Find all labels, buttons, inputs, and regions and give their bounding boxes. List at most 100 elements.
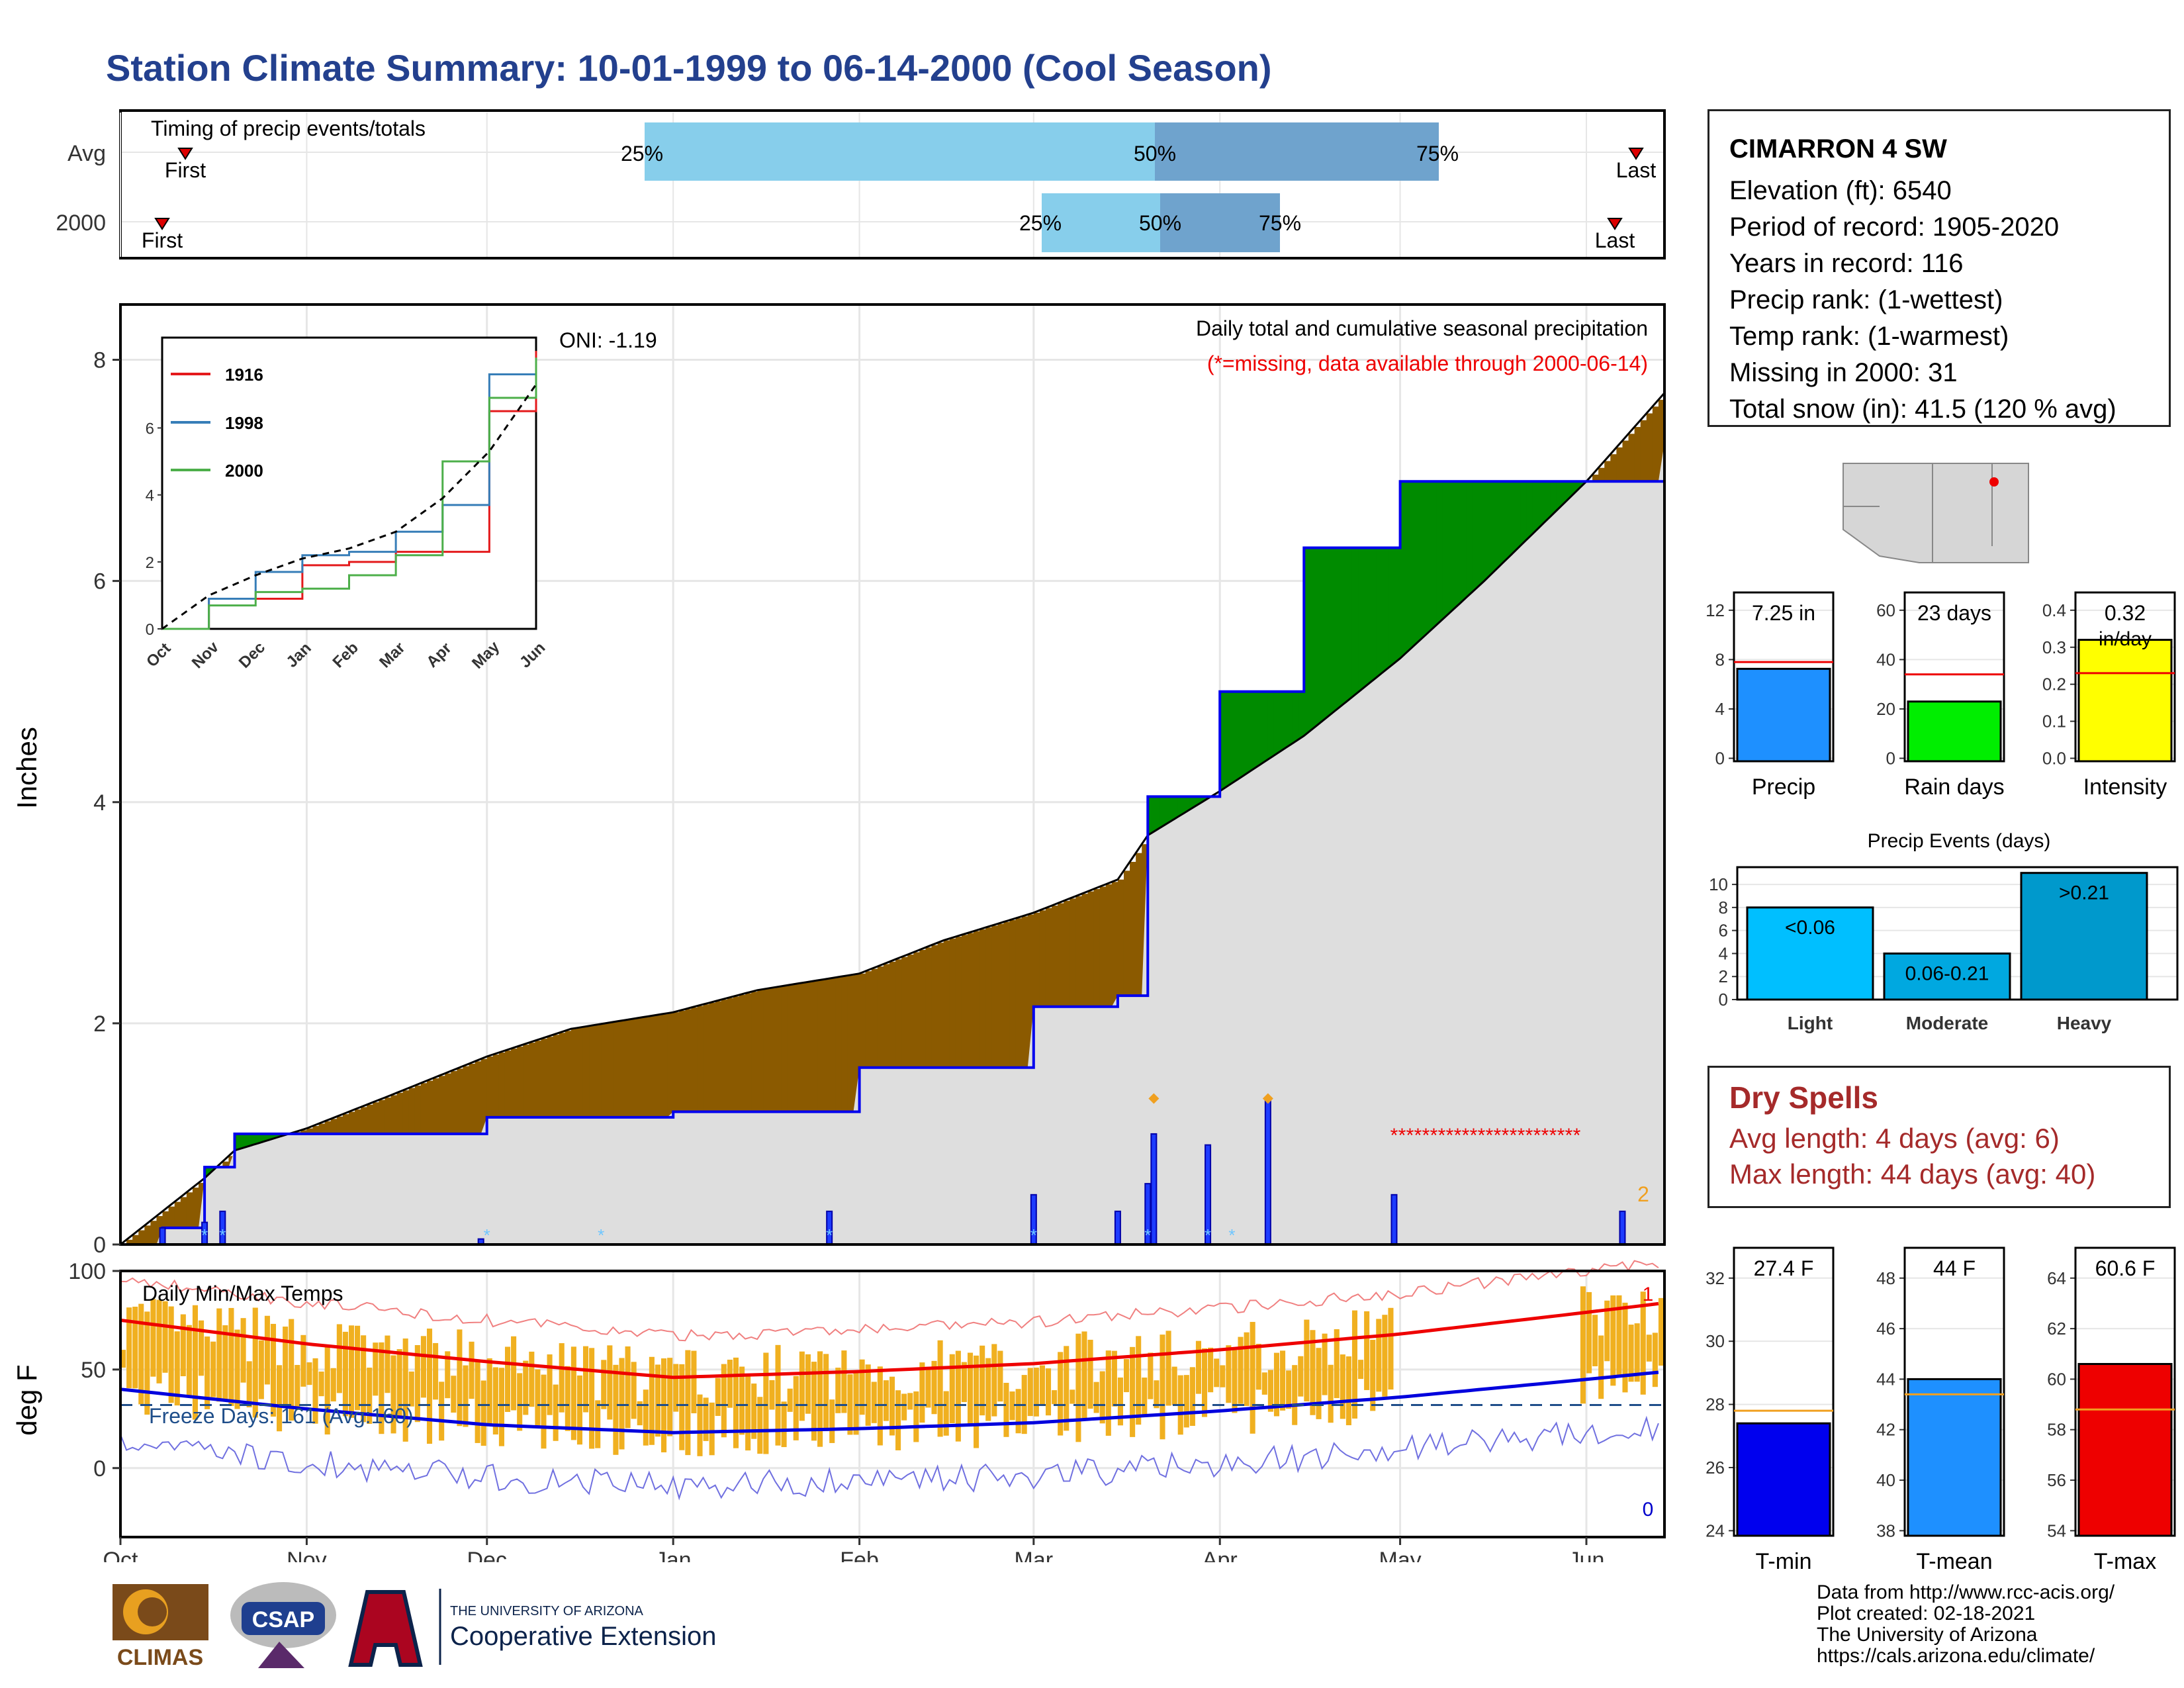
missing-marker: *: [1494, 1125, 1502, 1147]
month-label: Oct: [103, 1548, 138, 1562]
deficit-fill: [541, 1039, 548, 1117]
daily-temp-bar: [1592, 1315, 1598, 1366]
daily-temp-bar: [763, 1352, 769, 1454]
avg-p75: 75%: [1416, 142, 1459, 165]
surplus-fill: [1436, 481, 1443, 626]
deficit-fill: [673, 1012, 680, 1112]
precip-summary-0-tick-label: 0: [1715, 749, 1725, 769]
temp-summary-2-tick-label: 64: [2047, 1268, 2066, 1288]
surplus-fill: [1508, 481, 1515, 558]
avg-max-line: [120, 1301, 1659, 1380]
deficit-fill: [877, 966, 884, 1068]
deficit-fill: [385, 1098, 392, 1134]
daily-temp-bar: [853, 1370, 859, 1435]
deficit-fill: [811, 981, 818, 1112]
deficit-fill: [1646, 413, 1653, 482]
daily-temp-bar: [625, 1346, 631, 1429]
daily-temp-bar: [799, 1351, 805, 1421]
daily-temp-bar: [1382, 1315, 1388, 1397]
deficit-fill: [709, 1002, 716, 1112]
oni-label: ONI: -1.19: [559, 328, 657, 352]
deficit-fill: [589, 1025, 596, 1117]
daily-temp-bar: [1189, 1367, 1195, 1427]
deficit-fill: [1093, 889, 1101, 1007]
deficit-fill: [727, 998, 734, 1112]
daily-temp-bar: [1598, 1335, 1604, 1399]
csap-text: CSAP: [252, 1607, 314, 1632]
daily-temp-bar: [1142, 1378, 1148, 1417]
daily-temp-bar: [426, 1329, 433, 1444]
daily-temp-bar: [541, 1374, 547, 1449]
precip-summary-0-tick-label: 12: [1706, 600, 1725, 620]
missing-marker: *: [1486, 1125, 1494, 1147]
daily-temp-bar: [1388, 1307, 1394, 1390]
y2000-p75: 75%: [1259, 211, 1301, 235]
daily-temp-bar: [300, 1335, 306, 1387]
daily-temp-bar: [1267, 1370, 1273, 1412]
precip-summary-0-tick-label: 8: [1715, 649, 1725, 669]
deficit-fill: [1658, 399, 1665, 482]
events-bar: [1883, 952, 2011, 1001]
events-category: Heavy: [2057, 1013, 2112, 1033]
y2000-q2-bar: [1160, 193, 1280, 252]
deficit-fill: [492, 1055, 500, 1117]
deficit-fill: [607, 1023, 614, 1117]
deficit-fill: [631, 1019, 638, 1117]
station-missing: Missing in 2000: 31: [1729, 358, 1958, 387]
daily-temp-bar: [1117, 1377, 1123, 1426]
ua-a-mark: [348, 1590, 423, 1667]
deficit-fill: [769, 988, 776, 1112]
surplus-fill: [1165, 796, 1173, 825]
deficit-fill: [1087, 891, 1095, 1007]
surplus-fill: [1328, 547, 1335, 717]
ua-logo: THE UNIVERSITY OF ARIZONA Cooperative Ex…: [348, 1589, 716, 1667]
temp-summary-2-tick-label: 56: [2047, 1470, 2066, 1490]
surplus-fill: [1370, 547, 1377, 683]
deficit-fill: [967, 933, 974, 1068]
surplus-fill: [1304, 547, 1311, 736]
daily-temp-bar: [120, 1350, 126, 1368]
deficit-fill: [1598, 467, 1605, 482]
deficit-fill: [138, 1230, 145, 1244]
credit-line-4: https://cals.arizona.edu/climate/: [1817, 1645, 2095, 1667]
daily-temp-bar: [559, 1343, 565, 1413]
deficit-fill: [715, 1001, 722, 1112]
surplus-fill: [1154, 796, 1161, 832]
daily-temp-bar: [1154, 1380, 1160, 1409]
deficit-fill: [601, 1023, 608, 1117]
deficit-fill: [451, 1070, 457, 1134]
daily-temp-bar: [703, 1397, 709, 1441]
precip-frame: [119, 303, 1666, 1246]
daily-temp-bar: [613, 1364, 619, 1455]
surplus-fill: [1424, 481, 1431, 637]
ua-top-text: THE UNIVERSITY OF ARIZONA: [450, 1604, 644, 1618]
daily-temp-bar: [553, 1384, 559, 1441]
daily-temp-bar: [643, 1389, 649, 1446]
climas-text: CLIMAS: [117, 1645, 203, 1670]
daily-temp-bar: [498, 1368, 504, 1446]
surplus-fill: [1255, 691, 1263, 768]
timing-row-avg: Avg: [68, 141, 106, 166]
daily-temp-bar: [1105, 1350, 1111, 1436]
missing-marker: *: [1446, 1125, 1454, 1147]
daily-temp-bar: [619, 1358, 625, 1450]
daily-temp-bar: [150, 1299, 156, 1377]
temp-summary-0-label: T-min: [1756, 1549, 1812, 1574]
daily-temp-bar: [1340, 1354, 1345, 1419]
missing-marker: *: [1510, 1125, 1518, 1147]
deficit-fill: [1136, 853, 1142, 996]
events-tick-label: 6: [1719, 921, 1728, 941]
daily-temp-bar: [679, 1364, 685, 1450]
daily-temp-bar: [1165, 1331, 1171, 1406]
daily-temp-bar: [306, 1362, 312, 1385]
deficit-fill: [974, 931, 980, 1068]
daily-temp-bar: [649, 1356, 655, 1445]
deficit-fill: [781, 986, 788, 1112]
daily-temp-bar: [547, 1354, 553, 1415]
surplus-fill: [1226, 691, 1232, 788]
deficit-fill: [775, 987, 782, 1112]
precip-summary-1-tick-label: 40: [1876, 649, 1895, 669]
daily-temp-bar: [336, 1324, 342, 1393]
daily-temp-bar: [1328, 1364, 1334, 1423]
daily-temp-bar: [1064, 1346, 1069, 1431]
